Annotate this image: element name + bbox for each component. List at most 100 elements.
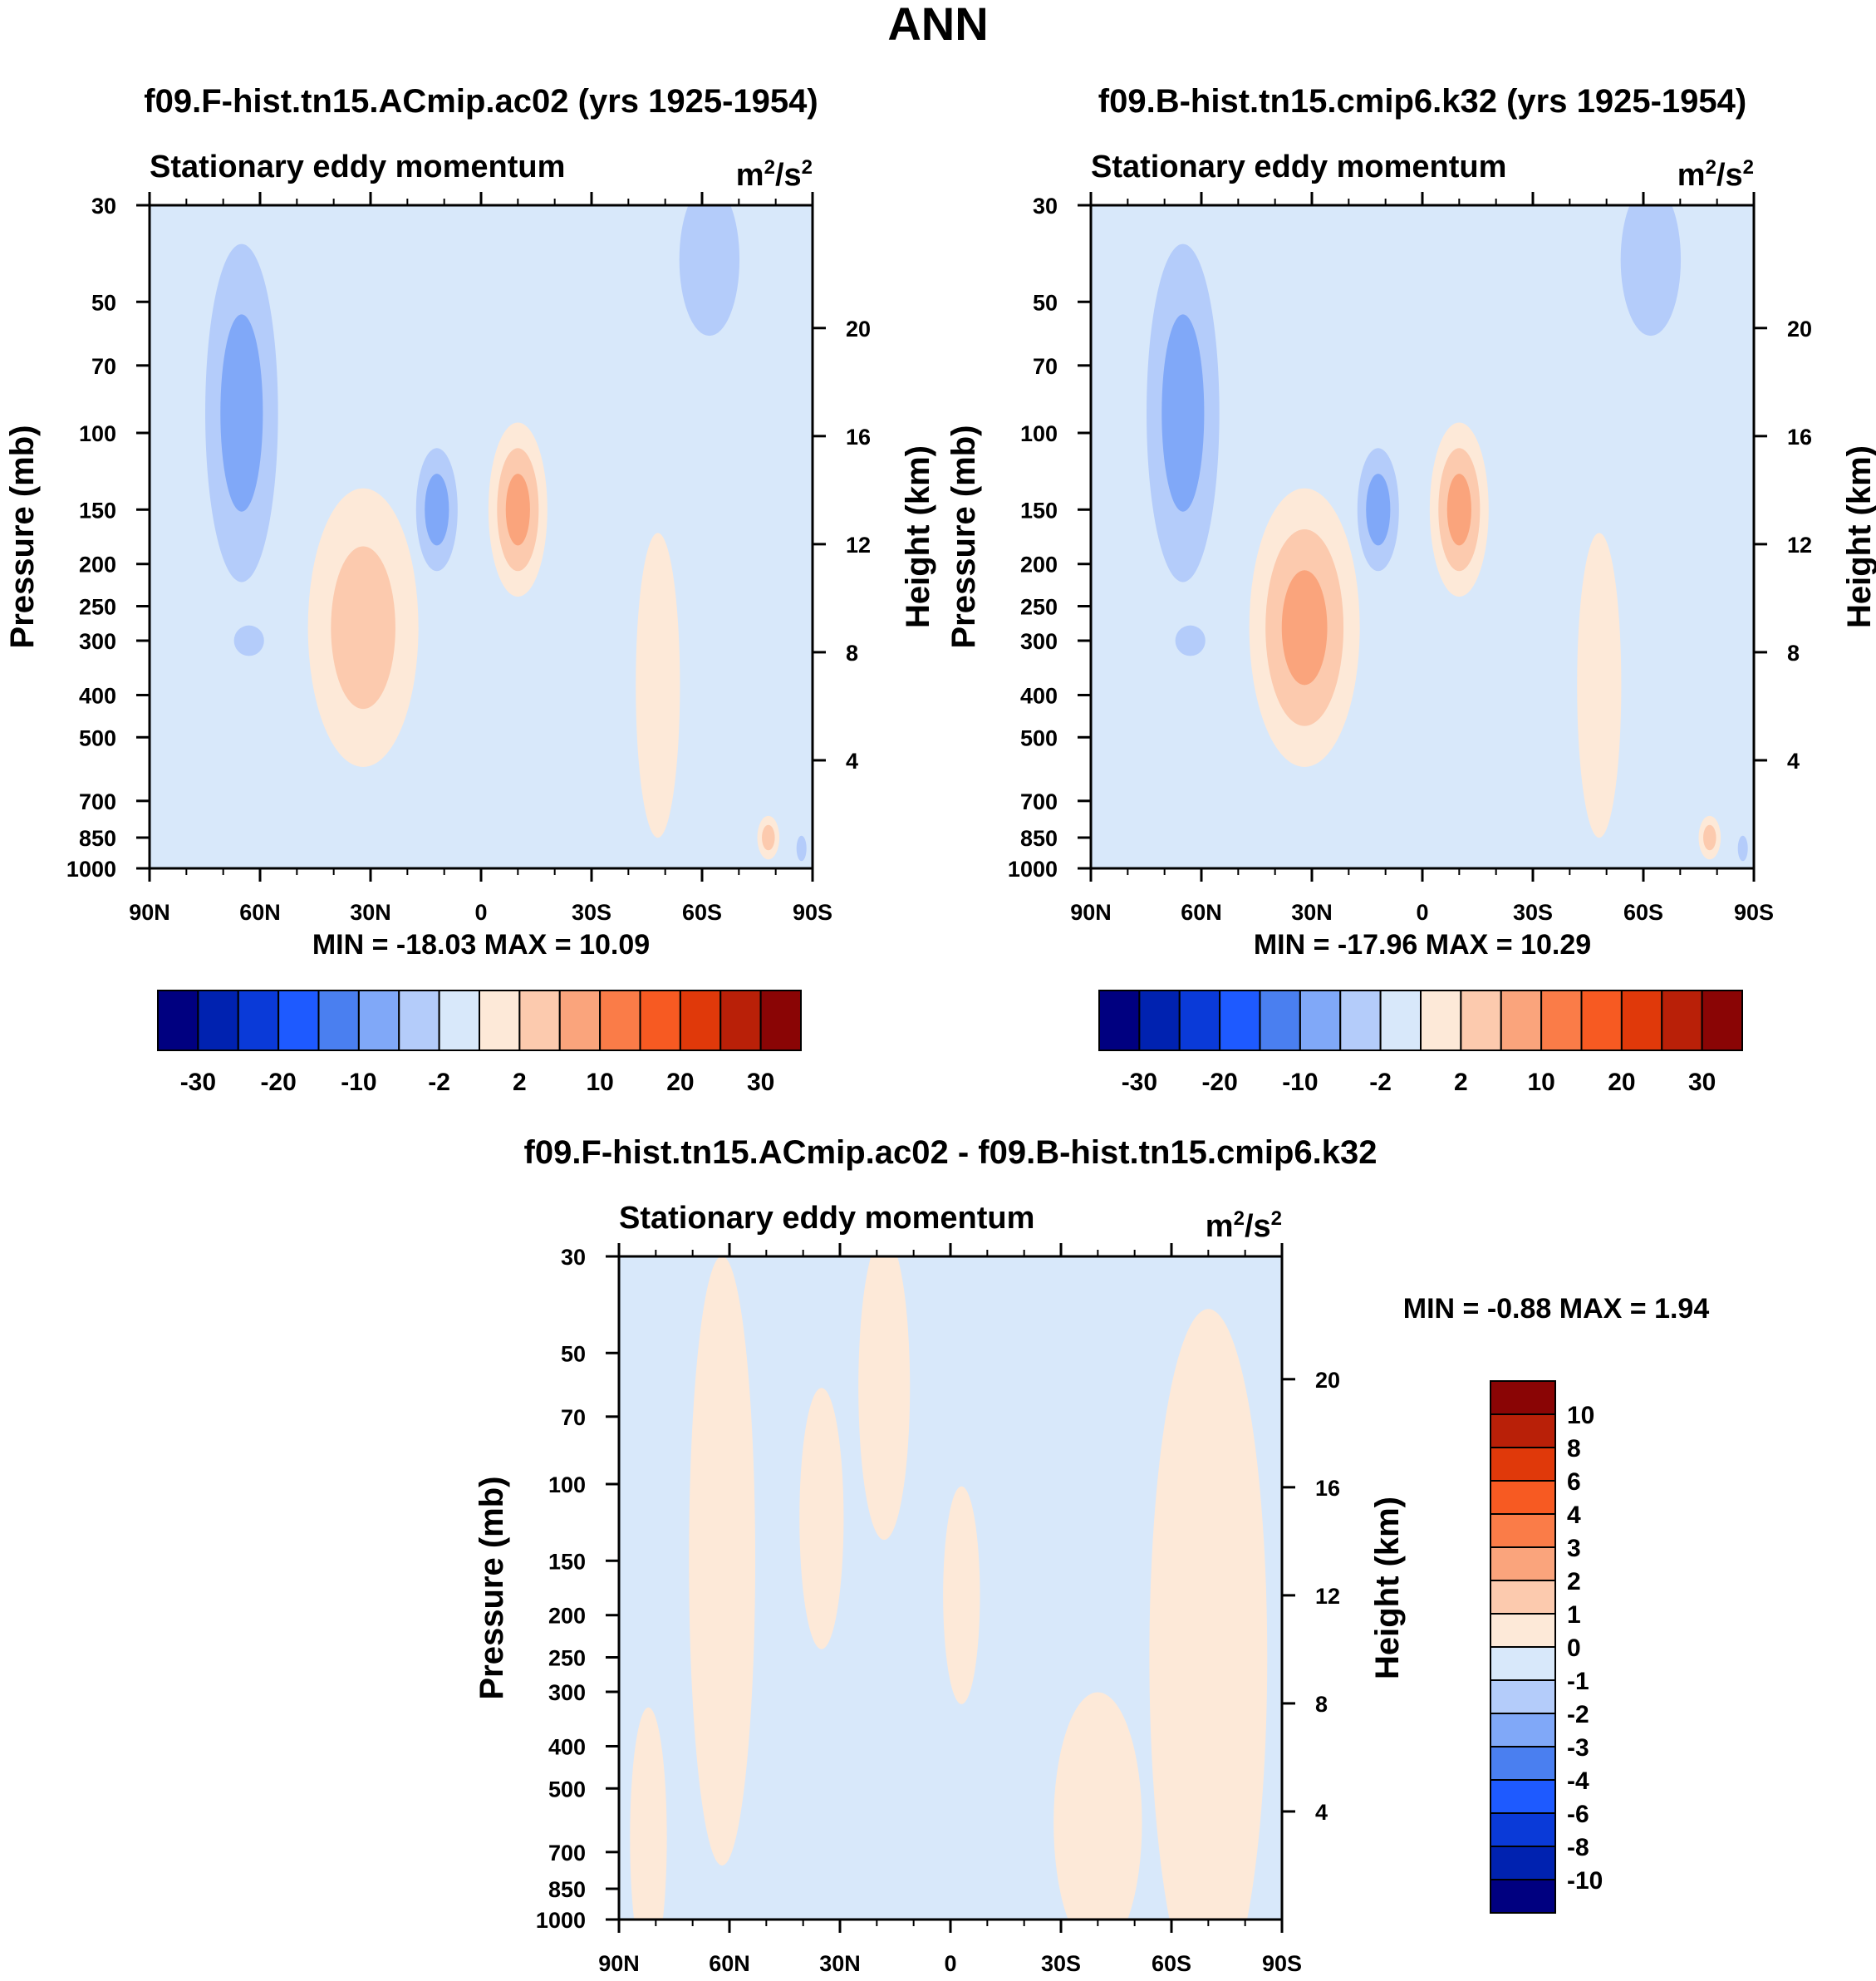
y-tick-label: 850	[79, 826, 116, 851]
x-tick-label: 0	[944, 1951, 956, 1976]
x-tick-label: 60S	[1623, 900, 1663, 925]
colorbar-swatch	[1661, 990, 1703, 1051]
x-tick-label: 60N	[1181, 900, 1222, 925]
colorbar-swatch	[1138, 990, 1181, 1051]
colorbar-swatch	[197, 990, 239, 1051]
colorbar-label: 2	[1567, 1568, 1581, 1595]
panel-title: f09.F-hist.tn15.ACmip.ac02 (yrs 1925-195…	[144, 83, 818, 120]
panel-title: f09.F-hist.tn15.ACmip.ac02 - f09.B-hist.…	[524, 1134, 1378, 1171]
y-tick-label: 500	[548, 1777, 586, 1802]
colorbar-label: -6	[1567, 1801, 1589, 1828]
colorbar-swatch	[1580, 990, 1623, 1051]
y-tick-label: 200	[548, 1604, 586, 1629]
y2-tick-label: 20	[1787, 317, 1812, 342]
contour-region	[1577, 533, 1622, 838]
x-tick-label: 60S	[1152, 1951, 1191, 1976]
colorbar-label: -10	[1567, 1867, 1603, 1895]
y-tick-label: 700	[1020, 789, 1058, 814]
contour-region	[233, 625, 264, 656]
contour-region	[1703, 824, 1716, 851]
colorbar-label: 2	[1454, 1069, 1468, 1096]
colorbar-label: 10	[1527, 1069, 1554, 1096]
y-tick-label: 150	[79, 498, 116, 523]
y2-tick-label: 20	[846, 317, 871, 342]
colorbar-label: 2	[513, 1069, 527, 1096]
y-tick-label: 30	[1033, 194, 1058, 219]
y-tick-label: 200	[79, 553, 116, 578]
colorbar-swatch	[1379, 990, 1422, 1051]
y-tick-label: 500	[79, 725, 116, 750]
x-tick-label: 90N	[1070, 900, 1112, 925]
y-tick-label: 250	[79, 595, 116, 620]
colorbar-label: -1	[1567, 1668, 1589, 1695]
y2-tick-label: 16	[1787, 425, 1812, 450]
min-max-label: MIN = -17.96 MAX = 10.29	[1254, 929, 1591, 961]
x-tick-label: 60N	[239, 900, 281, 925]
y2-tick-label: 8	[1787, 641, 1800, 666]
colorbar-swatch	[1620, 990, 1663, 1051]
x-tick-label: 0	[1416, 900, 1428, 925]
colorbar-swatch	[1490, 1879, 1556, 1914]
colorbar-label: 20	[1608, 1069, 1635, 1096]
colorbar-swatch	[237, 990, 280, 1051]
x-tick-label: 30S	[1041, 1951, 1081, 1976]
panel-subtitle: Stationary eddy momentum	[1091, 150, 1506, 184]
colorbar-swatch	[1490, 1679, 1556, 1714]
y-tick-label: 700	[548, 1841, 586, 1865]
contour-region	[689, 1256, 756, 1865]
colorbar-label: -30	[1122, 1069, 1157, 1096]
y2-axis-label: Height (km)	[900, 445, 936, 628]
x-tick-label: 60S	[682, 900, 722, 925]
colorbar-swatch	[1339, 990, 1382, 1051]
colorbar-swatch	[679, 990, 722, 1051]
colorbar-label: 10	[1567, 1402, 1594, 1429]
colorbar-swatch	[157, 990, 199, 1051]
contour-region	[505, 474, 530, 546]
y-tick-label: 400	[79, 683, 116, 708]
contour-region	[636, 533, 680, 838]
colorbar-swatch	[1299, 990, 1342, 1051]
x-tick-label: 30N	[1291, 900, 1333, 925]
colorbar-swatch	[558, 990, 602, 1051]
colorbar-control-run: -30 -20 -10 -2 2 10 20 30	[157, 990, 802, 1096]
colorbar-swatch	[357, 990, 400, 1051]
contour-region	[630, 1707, 667, 1920]
colorbar-label: -2	[1567, 1701, 1589, 1728]
y-axis-label: Pressure (mb)	[4, 425, 41, 649]
colorbar-swatch	[1490, 1480, 1556, 1515]
y-tick-label: 70	[1033, 354, 1058, 379]
contour-region	[1737, 835, 1748, 862]
contour-region	[799, 1388, 844, 1649]
colorbar-swatch	[518, 990, 561, 1051]
contour-region	[1620, 205, 1682, 337]
contour-region	[679, 205, 740, 337]
page-title: ANN	[887, 0, 988, 50]
y-tick-label: 150	[548, 1549, 586, 1574]
y2-tick-label: 12	[1787, 533, 1812, 558]
colorbar-swatch	[1259, 990, 1301, 1051]
y2-tick-label: 16	[1315, 1476, 1340, 1501]
colorbar-label: -3	[1567, 1734, 1589, 1762]
y-tick-label: 300	[1020, 629, 1058, 654]
y-tick-label: 250	[548, 1646, 586, 1671]
colorbar-swatch	[317, 990, 360, 1051]
y-tick-label: 400	[1020, 683, 1058, 708]
colorbar-swatch	[1490, 1513, 1556, 1548]
y-tick-label: 30	[561, 1245, 586, 1270]
x-tick-label: 30N	[350, 900, 391, 925]
colorbar-swatch	[1420, 990, 1462, 1051]
colorbar-label: -4	[1567, 1767, 1589, 1795]
y-tick-label: 70	[91, 354, 116, 379]
y-tick-label: 300	[548, 1680, 586, 1705]
colorbar-label: 8	[1567, 1435, 1581, 1462]
y-tick-label: 30	[91, 194, 116, 219]
y-tick-label: 50	[561, 1341, 586, 1366]
contour-fills	[630, 1256, 1268, 1920]
contour-region	[1175, 625, 1206, 656]
y-tick-label: 1000	[1008, 857, 1058, 882]
y-tick-label: 700	[79, 789, 116, 814]
panel-title: f09.B-hist.tn15.cmip6.k32 (yrs 1925-1954…	[1098, 83, 1746, 120]
x-tick-label: 90N	[598, 1951, 640, 1976]
colorbar-swatch	[479, 990, 521, 1051]
